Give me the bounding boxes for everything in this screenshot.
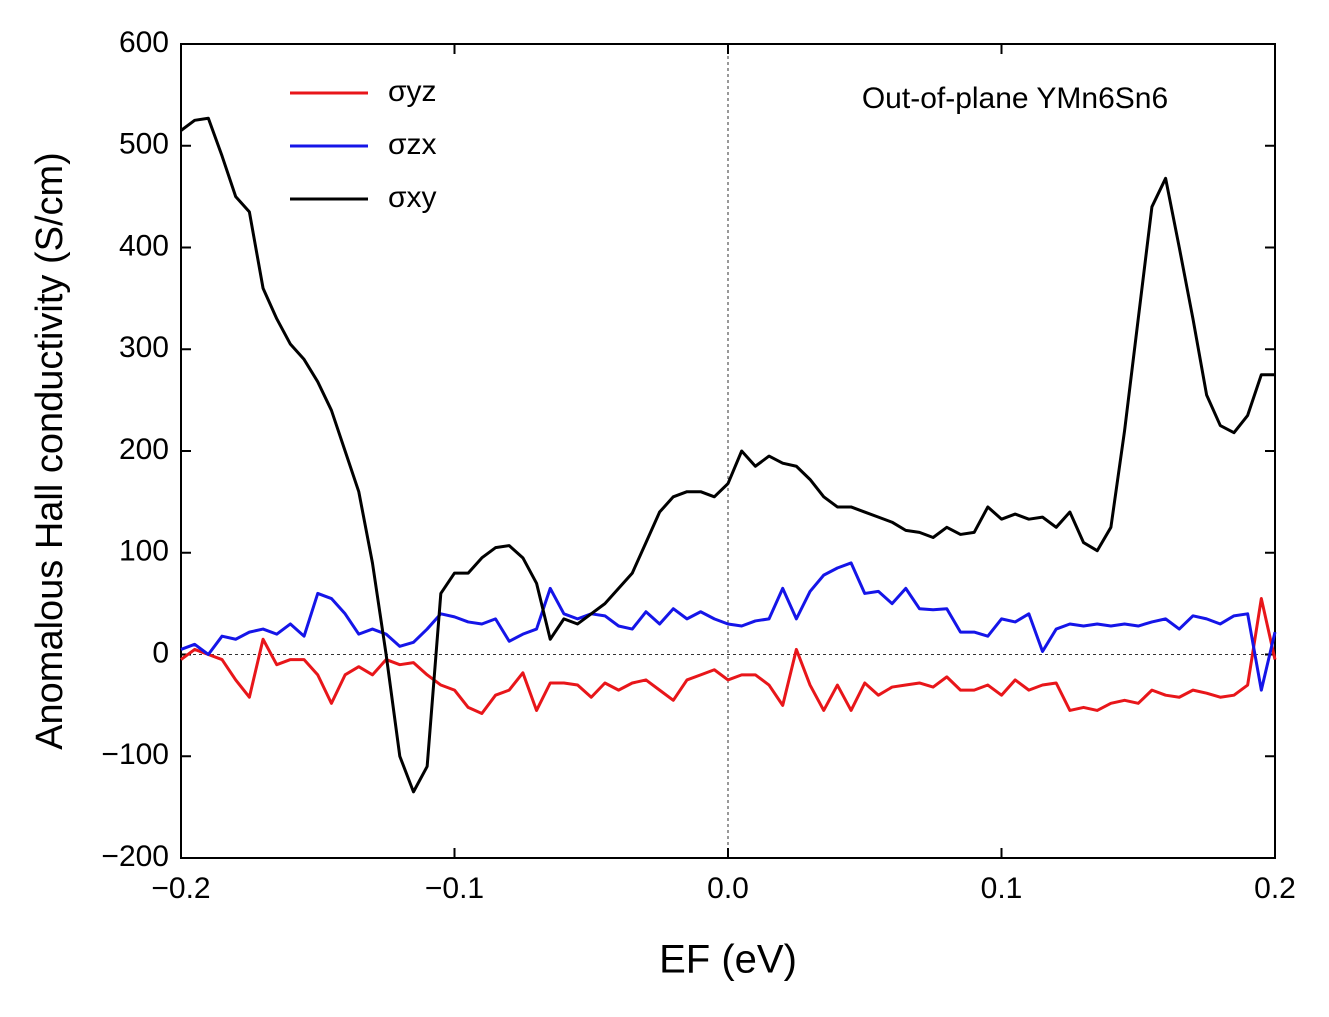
plot-frame	[180, 43, 1276, 859]
y-tick-label: 100	[119, 535, 169, 568]
x-axis-label: EF (eV)	[659, 938, 797, 982]
legend-label: σzx	[388, 128, 437, 161]
y-axis-label: Anomalous Hall conductivity (S/cm)	[29, 152, 71, 750]
data-line	[180, 116, 1275, 794]
y-tick-label: 400	[119, 229, 169, 262]
y-tick-label: 300	[119, 331, 169, 364]
legend-label: σyz	[388, 75, 437, 108]
x-tick-label: −0.2	[151, 872, 210, 905]
y-tick-label: −100	[101, 738, 169, 771]
y-tick-label: 200	[119, 433, 169, 466]
data-line	[180, 561, 1277, 692]
y-tick-label: −200	[101, 840, 169, 873]
legend-label: σxy	[388, 181, 437, 214]
annotation: Out-of-plane YMn6Sn6	[862, 82, 1168, 115]
y-tick-label: 500	[119, 128, 169, 161]
x-tick-label: 0.0	[707, 872, 749, 905]
y-tick-label: 0	[152, 636, 169, 669]
y-tick-label: 600	[119, 26, 169, 59]
data-line	[180, 597, 1277, 716]
x-tick-label: 0.1	[981, 872, 1023, 905]
x-tick-label: 0.2	[1254, 872, 1296, 905]
x-tick-label: −0.1	[425, 872, 484, 905]
